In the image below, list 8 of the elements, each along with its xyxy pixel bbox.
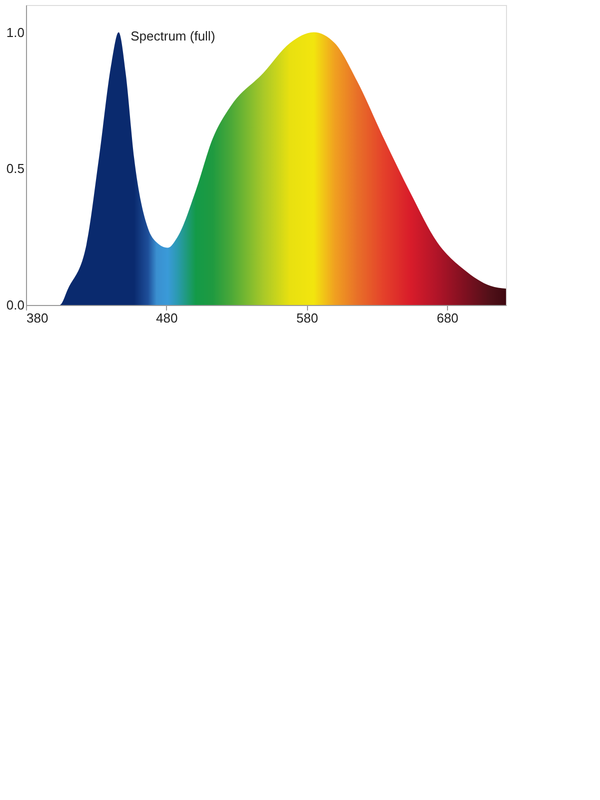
series-label: Spectrum (full) <box>130 28 216 44</box>
y-tick-label: 0.5 <box>6 161 24 176</box>
y-tick-label: 0.0 <box>6 298 24 312</box>
x-tick-label: 680 <box>436 310 458 326</box>
x-tick-label: 580 <box>296 310 318 326</box>
y-tick-label: 1.0 <box>6 24 24 40</box>
x-tick-label: 380 <box>26 310 48 326</box>
x-tick-label: 480 <box>156 310 178 326</box>
